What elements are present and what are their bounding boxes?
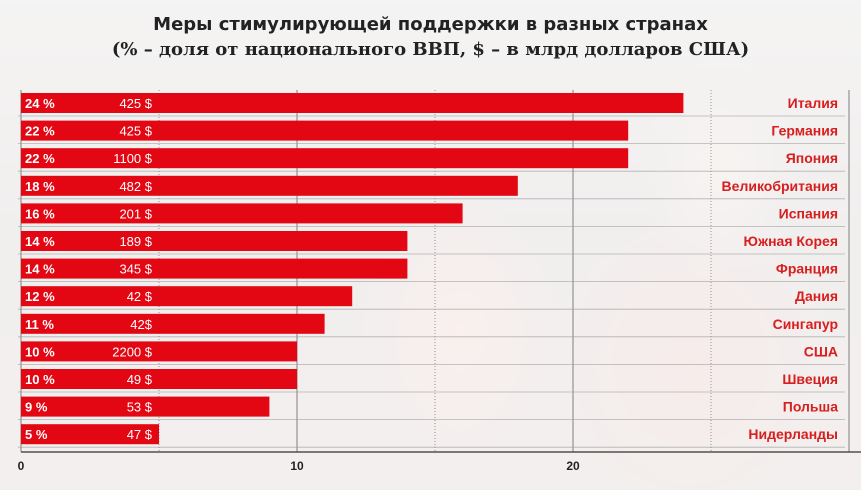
bar	[21, 120, 629, 141]
category-label: Южная Корея	[744, 233, 838, 249]
bar-usd-label: 49 $	[127, 372, 153, 387]
x-tick-label: 0	[18, 459, 25, 473]
bar-percent-label: 22 %	[25, 151, 55, 166]
bar-usd-label: 42$	[130, 317, 152, 332]
bar-usd-label: 482 $	[119, 179, 152, 194]
bar	[21, 396, 270, 417]
bar	[21, 341, 297, 362]
bar-percent-label: 16 %	[25, 206, 55, 221]
x-tick-label: 20	[566, 459, 580, 473]
bar-usd-label: 425 $	[119, 96, 152, 111]
bar-percent-label: 12 %	[25, 289, 55, 304]
bar-percent-label: 14 %	[25, 262, 55, 277]
bar-percent-label: 24 %	[25, 96, 55, 111]
bar	[21, 93, 684, 113]
category-label: Нидерланды	[748, 426, 838, 442]
bar-usd-label: 425 $	[119, 124, 152, 139]
category-label: Дания	[795, 288, 838, 304]
bar-percent-label: 10 %	[25, 372, 55, 387]
category-label: Испания	[779, 205, 838, 221]
category-label: Япония	[786, 150, 838, 166]
bar	[21, 286, 353, 307]
bar-percent-label: 22 %	[25, 124, 55, 139]
bar-percent-label: 11 %	[25, 317, 54, 332]
category-label: Франция	[776, 261, 838, 277]
bar-usd-label: 53 $	[127, 400, 153, 415]
bar-usd-label: 2200 $	[112, 344, 153, 359]
bar-usd-label: 345 $	[119, 262, 152, 277]
bar-percent-label: 5 %	[25, 427, 48, 442]
category-label: Италия	[788, 95, 838, 111]
bar	[21, 175, 518, 196]
bar-percent-label: 10 %	[25, 344, 55, 359]
category-label: Сингапур	[773, 316, 838, 332]
bar	[21, 313, 325, 334]
bar-usd-label: 42 $	[127, 289, 153, 304]
x-axis: 0 10 20	[18, 451, 861, 473]
chart-title: Меры стимулирующей поддержки в разных ст…	[153, 14, 708, 35]
x-tick-label: 10	[290, 459, 304, 473]
bar-usd-label: 201 $	[119, 206, 152, 221]
bar-usd-label: 189 $	[119, 234, 152, 249]
bar-usd-label: 47 $	[127, 427, 153, 442]
bar	[21, 258, 408, 279]
bar	[21, 424, 159, 445]
bar-percent-label: 18 %	[25, 179, 55, 194]
category-label: Польша	[783, 399, 838, 415]
bar-percent-label: 14 %	[25, 234, 55, 249]
bar	[21, 203, 463, 224]
category-label: Германия	[771, 123, 838, 139]
bars: 24 % 425 $ Италия 22 % 425 $ Германия 22 % 1100…	[21, 93, 838, 445]
bar	[21, 148, 629, 169]
bar	[21, 369, 297, 389]
bar-usd-label: 1100 $	[113, 151, 153, 166]
category-label: Швеция	[782, 371, 838, 387]
bar	[21, 231, 408, 251]
bar-percent-label: 9 %	[25, 400, 48, 415]
chart-subtitle: (% – доля от национального ВВП, $ – в мл…	[111, 39, 750, 60]
category-label: США	[804, 343, 838, 359]
category-label: Великобритания	[722, 178, 838, 194]
